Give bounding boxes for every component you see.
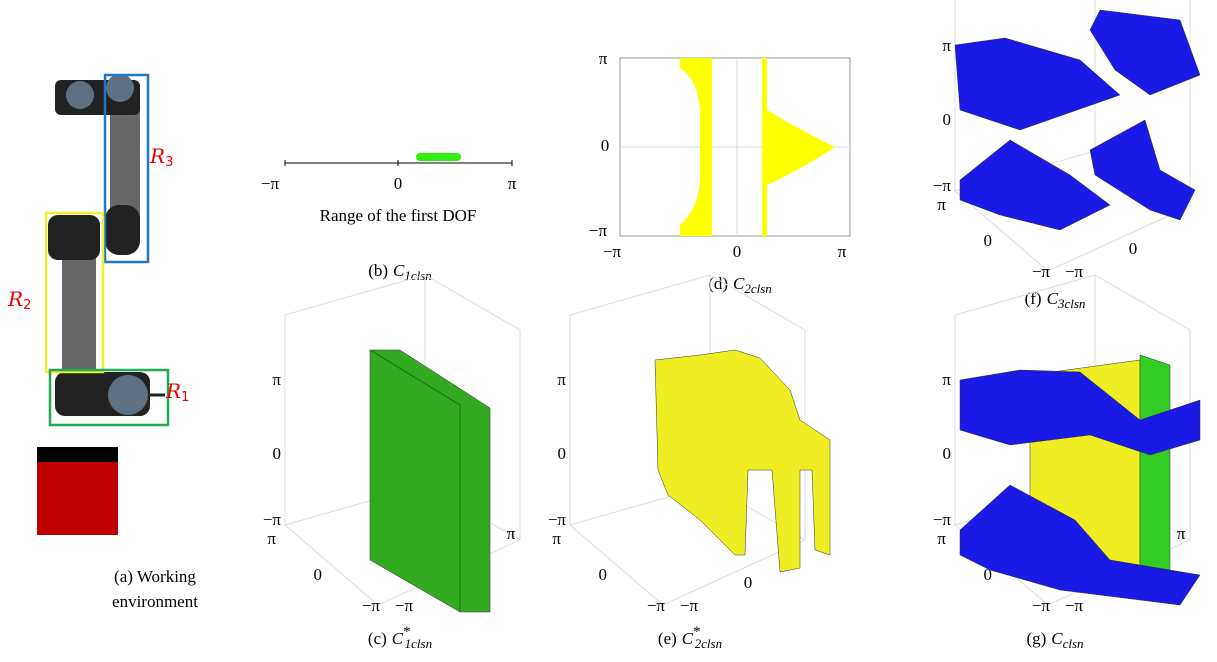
caption-symbol: C xyxy=(1047,289,1059,308)
frame-edge xyxy=(285,275,520,330)
caption: (b) C1clsn xyxy=(368,261,432,283)
surface xyxy=(762,58,835,236)
caption-subscript: 1clsn xyxy=(405,636,432,651)
tick-label: π xyxy=(1177,524,1186,543)
tick-label: π xyxy=(937,529,946,548)
tick-label: −π xyxy=(1032,596,1051,615)
tick-label: −π xyxy=(603,242,622,261)
tick-label: −π xyxy=(933,176,952,195)
caption: (c)C*1clsn xyxy=(368,624,432,651)
tick-label: 0 xyxy=(943,444,952,463)
tick-label: 0 xyxy=(744,573,753,592)
tick-label: 0 xyxy=(394,174,403,193)
surface xyxy=(1140,355,1170,595)
tick-label: −π xyxy=(933,510,952,529)
tick-label: 0 xyxy=(1129,239,1138,258)
caption-subscript: clsn xyxy=(1063,636,1084,651)
caption-label: (c) xyxy=(368,629,387,648)
tick-label: −π xyxy=(1065,262,1084,281)
tick-label: 0 xyxy=(943,110,952,129)
link-label: R1 xyxy=(165,379,189,405)
caption: (e)C*2clsn xyxy=(658,624,722,651)
tick-label: π xyxy=(937,195,946,214)
caption-label: (g) xyxy=(1026,629,1046,648)
link-subscript: 1 xyxy=(181,390,189,405)
tick-label: π xyxy=(942,370,951,389)
caption-symbol: C xyxy=(392,629,404,648)
caption-subscript: 2clsn xyxy=(744,281,771,296)
tick-label: π xyxy=(507,524,516,543)
link-symbol: R xyxy=(149,144,165,168)
tick-label: π xyxy=(267,529,276,548)
tick-label: −π xyxy=(548,510,567,529)
robot xyxy=(37,74,168,535)
caption: environment xyxy=(112,592,198,611)
caption-symbol: C xyxy=(1051,629,1063,648)
caption-symbol: C xyxy=(393,261,405,280)
tick-label: −π xyxy=(1032,262,1051,281)
surface xyxy=(1090,10,1200,95)
tick-label: π xyxy=(838,242,847,261)
caption-subscript: 1clsn xyxy=(404,268,431,283)
tick-label: π xyxy=(599,49,608,68)
caption-label: (f) xyxy=(1025,289,1042,308)
link-subscript: 3 xyxy=(165,155,173,170)
caption-label: (e) xyxy=(658,629,677,648)
tick-label: −π xyxy=(680,596,699,615)
link-label: R3 xyxy=(149,144,173,170)
tick-label: π xyxy=(272,370,281,389)
tick-label: π xyxy=(508,174,517,193)
tick-label: 0 xyxy=(558,444,567,463)
caption-label: (b) xyxy=(368,261,388,280)
link-symbol: R xyxy=(7,287,23,311)
tick-label: 0 xyxy=(599,565,608,584)
tick-label: −π xyxy=(395,596,414,615)
link-label: R2 xyxy=(7,287,31,313)
tick-label: 0 xyxy=(733,242,742,261)
tick-label: −π xyxy=(1065,596,1084,615)
tick-label: −π xyxy=(263,510,282,529)
tick-label: π xyxy=(552,529,561,548)
tick-label: −π xyxy=(261,174,280,193)
tick-label: 0 xyxy=(314,565,323,584)
tick-label: 0 xyxy=(601,136,610,155)
surface xyxy=(370,350,490,612)
link-symbol: R xyxy=(165,379,181,403)
caption-symbol: C xyxy=(682,629,694,648)
axis-label: Range of the first DOF xyxy=(320,206,477,225)
caption: (g) Cclsn xyxy=(1026,629,1083,651)
link-subscript: 2 xyxy=(23,298,31,313)
tick-label: π xyxy=(557,370,566,389)
tick-label: −π xyxy=(589,221,608,240)
tick-label: −π xyxy=(647,596,666,615)
caption-subscript: 2clsn xyxy=(695,636,722,651)
tick-label: 0 xyxy=(984,231,993,250)
caption: (a) Working xyxy=(114,567,196,586)
tick-label: 0 xyxy=(273,444,282,463)
figure: (a) WorkingenvironmentR3R2R1−π0πRange of… xyxy=(0,0,1217,662)
tick-label: π xyxy=(942,36,951,55)
caption-subscript: 3clsn xyxy=(1057,296,1085,311)
caption-symbol: C xyxy=(733,274,745,293)
tick-label: −π xyxy=(362,596,381,615)
